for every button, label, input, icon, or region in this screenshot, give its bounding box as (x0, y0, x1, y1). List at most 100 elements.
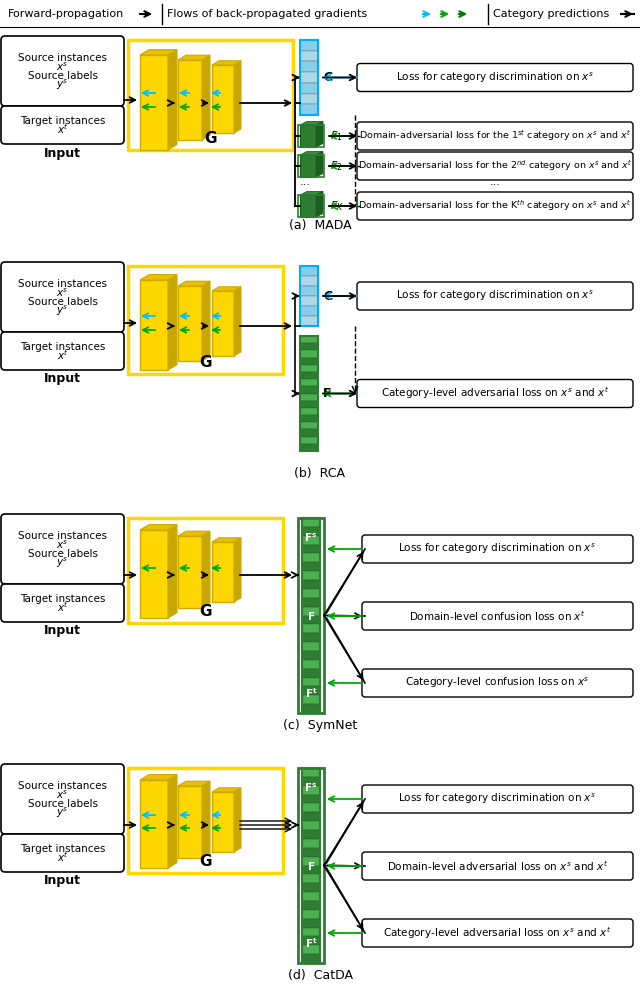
Bar (298, 155, 324, 177)
Polygon shape (300, 122, 323, 125)
Bar (300, 155, 316, 177)
FancyBboxPatch shape (357, 380, 633, 407)
Bar (300, 336, 318, 451)
Polygon shape (234, 788, 241, 852)
Bar (302, 580, 320, 589)
Bar (178, 286, 202, 361)
Bar (140, 55, 168, 150)
Text: Flows of back-propagated gradients: Flows of back-propagated gradients (167, 9, 367, 19)
Text: Target instances: Target instances (20, 843, 105, 853)
Bar (178, 536, 202, 608)
Bar (302, 536, 320, 545)
Bar (128, 768, 283, 873)
Bar (300, 436, 318, 444)
Text: $y^s$: $y^s$ (56, 556, 68, 570)
FancyBboxPatch shape (1, 584, 124, 622)
Text: Source instances: Source instances (18, 278, 107, 288)
FancyBboxPatch shape (357, 63, 633, 91)
Bar (302, 768, 320, 777)
FancyBboxPatch shape (362, 785, 633, 813)
Bar (302, 633, 320, 642)
Bar (302, 946, 320, 954)
Text: Source labels: Source labels (28, 549, 97, 559)
Polygon shape (212, 538, 241, 542)
Bar (300, 358, 318, 365)
Bar (302, 786, 320, 795)
Bar (302, 642, 320, 651)
Polygon shape (212, 286, 241, 291)
Bar (302, 919, 320, 928)
FancyBboxPatch shape (1, 36, 124, 106)
Bar (302, 563, 320, 571)
Bar (300, 415, 318, 422)
Text: Source labels: Source labels (28, 70, 97, 80)
Polygon shape (168, 775, 177, 868)
Polygon shape (178, 781, 210, 786)
Bar (302, 910, 320, 919)
Bar (302, 856, 320, 865)
Bar (302, 865, 320, 874)
Text: Source labels: Source labels (28, 296, 97, 307)
FancyBboxPatch shape (357, 122, 633, 150)
Text: $\mathbf{F^t}$: $\mathbf{F^t}$ (305, 936, 317, 950)
Bar (300, 195, 316, 217)
Bar (212, 65, 234, 133)
Text: $x^t$: $x^t$ (56, 850, 68, 864)
Polygon shape (168, 274, 177, 370)
Bar (302, 768, 320, 963)
Bar (302, 554, 320, 563)
Text: Input: Input (44, 147, 81, 160)
Polygon shape (234, 538, 241, 602)
Polygon shape (212, 788, 241, 792)
Text: G: G (199, 853, 212, 868)
Text: $x^s$: $x^s$ (56, 539, 68, 551)
Bar (128, 518, 283, 623)
FancyBboxPatch shape (357, 282, 633, 310)
Bar (298, 768, 324, 963)
Text: Loss for category discrimination on $x^s$: Loss for category discrimination on $x^s… (396, 288, 594, 304)
Polygon shape (202, 532, 210, 608)
Bar (300, 336, 318, 343)
Text: C: C (323, 289, 332, 303)
Text: G: G (199, 603, 212, 618)
Bar (300, 40, 318, 50)
Bar (300, 50, 318, 61)
Bar (302, 900, 320, 910)
Bar (300, 386, 318, 394)
Text: $\mathbf{F^t}$: $\mathbf{F^t}$ (305, 686, 317, 699)
Bar (302, 589, 320, 598)
Polygon shape (202, 55, 210, 140)
Text: Domain-adversarial loss for the 2$^{nd}$ category on $x^s$ and $x^t$: Domain-adversarial loss for the 2$^{nd}$… (358, 159, 632, 174)
Text: Category predictions: Category predictions (493, 9, 609, 19)
Bar (300, 266, 318, 276)
Polygon shape (234, 60, 241, 133)
Bar (212, 792, 234, 852)
Text: $y^s$: $y^s$ (56, 304, 68, 318)
Text: Input: Input (44, 372, 81, 385)
Polygon shape (178, 532, 210, 536)
Text: Target instances: Target instances (20, 342, 105, 352)
Bar (302, 624, 320, 633)
Bar (300, 408, 318, 415)
Bar (302, 660, 320, 668)
Bar (300, 394, 318, 401)
Text: $x^s$: $x^s$ (56, 286, 68, 298)
Text: Category-level adversarial loss on $x^s$ and $x^t$: Category-level adversarial loss on $x^s$… (381, 386, 609, 401)
Text: $\mathbf{F}$: $\mathbf{F}$ (307, 859, 315, 871)
Polygon shape (168, 49, 177, 150)
Bar (302, 928, 320, 937)
Text: ...: ... (300, 177, 311, 187)
Polygon shape (316, 152, 323, 177)
Bar (140, 280, 168, 370)
Text: Forward-propagation: Forward-propagation (8, 9, 124, 19)
FancyBboxPatch shape (1, 764, 124, 834)
FancyBboxPatch shape (1, 514, 124, 584)
Bar (302, 571, 320, 580)
Bar (300, 125, 316, 147)
Text: (a)  MADA: (a) MADA (289, 218, 351, 231)
Polygon shape (178, 281, 210, 286)
Bar (302, 668, 320, 677)
Bar (178, 60, 202, 140)
Bar (302, 954, 320, 963)
Text: Loss for category discrimination on $x^s$: Loss for category discrimination on $x^s… (398, 792, 596, 806)
